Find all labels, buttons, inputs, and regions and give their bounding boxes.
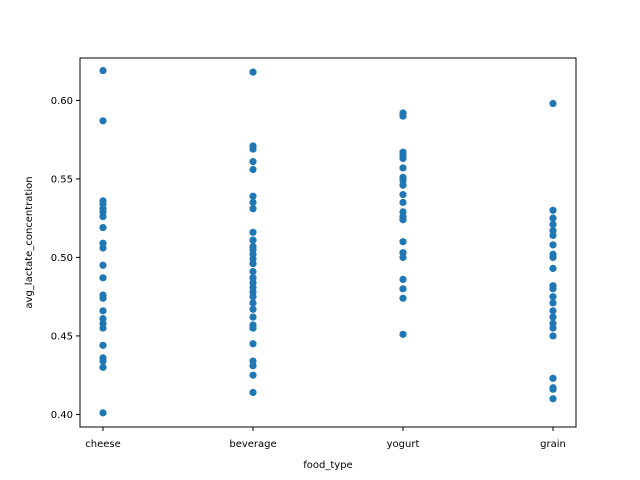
data-point xyxy=(99,274,107,282)
data-point xyxy=(99,294,107,302)
y-tick-label: 0.60 xyxy=(51,96,73,107)
data-point xyxy=(399,253,407,262)
data-point xyxy=(549,241,557,249)
data-point xyxy=(399,216,407,224)
data-point xyxy=(549,264,557,273)
y-tick-label: 0.50 xyxy=(51,253,73,264)
data-point xyxy=(549,307,557,315)
x-axis-label: food_type xyxy=(303,460,352,471)
data-point xyxy=(399,275,407,283)
data-point xyxy=(99,117,107,125)
x-tick-label: beverage xyxy=(229,439,276,450)
data-point xyxy=(549,374,557,382)
data-point xyxy=(249,299,257,307)
data-point xyxy=(549,313,557,321)
plot-frame xyxy=(79,57,577,428)
data-point xyxy=(399,198,407,207)
data-point xyxy=(549,206,557,214)
data-point xyxy=(249,313,257,321)
data-point xyxy=(399,112,407,120)
y-tick-label: 0.40 xyxy=(51,410,73,421)
x-tick-label: grain xyxy=(540,439,566,450)
data-point xyxy=(99,244,107,252)
data-point xyxy=(399,164,407,172)
x-axis: cheese beverage yogurt grain xyxy=(85,427,566,450)
data-point xyxy=(99,409,107,417)
data-point xyxy=(399,154,407,163)
data-point xyxy=(399,238,407,246)
data-point xyxy=(249,145,257,153)
data-point xyxy=(249,362,257,370)
data-point xyxy=(399,181,407,189)
data-point xyxy=(249,192,257,200)
data-point xyxy=(249,324,257,332)
data-point xyxy=(249,340,257,348)
data-point xyxy=(249,165,257,174)
data-point xyxy=(99,261,107,269)
data-point xyxy=(549,299,557,307)
data-point xyxy=(99,357,107,365)
data-point xyxy=(249,158,257,166)
data-point xyxy=(99,324,107,332)
data-point xyxy=(99,307,107,315)
data-point xyxy=(549,395,557,403)
data-point xyxy=(549,385,557,393)
data-point xyxy=(549,324,557,332)
data-point xyxy=(99,212,107,221)
data-point xyxy=(249,388,257,397)
data-point xyxy=(399,191,407,199)
data-point xyxy=(249,205,257,213)
data-point xyxy=(549,231,557,240)
data-point xyxy=(549,332,557,340)
data-point xyxy=(549,220,557,229)
y-tick-label: 0.55 xyxy=(51,174,73,185)
data-point xyxy=(549,214,557,222)
data-point xyxy=(249,371,257,379)
x-tick-label: cheese xyxy=(85,439,121,450)
data-point xyxy=(99,223,107,232)
data-point xyxy=(99,363,107,371)
data-points xyxy=(99,66,557,417)
data-point xyxy=(399,294,407,302)
y-axis: 0.40 0.45 0.50 0.55 0.60 xyxy=(51,96,80,421)
data-point xyxy=(549,285,557,293)
data-point xyxy=(249,293,257,301)
data-point xyxy=(249,267,257,276)
y-axis-label: avg_lactate_concentration xyxy=(24,176,35,308)
data-point xyxy=(249,260,257,268)
data-point xyxy=(99,341,107,349)
data-point xyxy=(249,228,257,236)
data-point xyxy=(549,253,557,262)
data-point xyxy=(399,285,407,293)
data-point xyxy=(549,293,557,301)
data-point xyxy=(399,330,407,338)
data-point xyxy=(249,305,257,313)
data-point xyxy=(249,68,257,76)
data-point xyxy=(99,66,107,75)
x-tick-label: yogurt xyxy=(387,439,420,450)
data-point xyxy=(249,236,257,244)
data-point xyxy=(249,198,257,207)
y-tick-label: 0.45 xyxy=(51,331,73,342)
data-point xyxy=(549,99,557,108)
